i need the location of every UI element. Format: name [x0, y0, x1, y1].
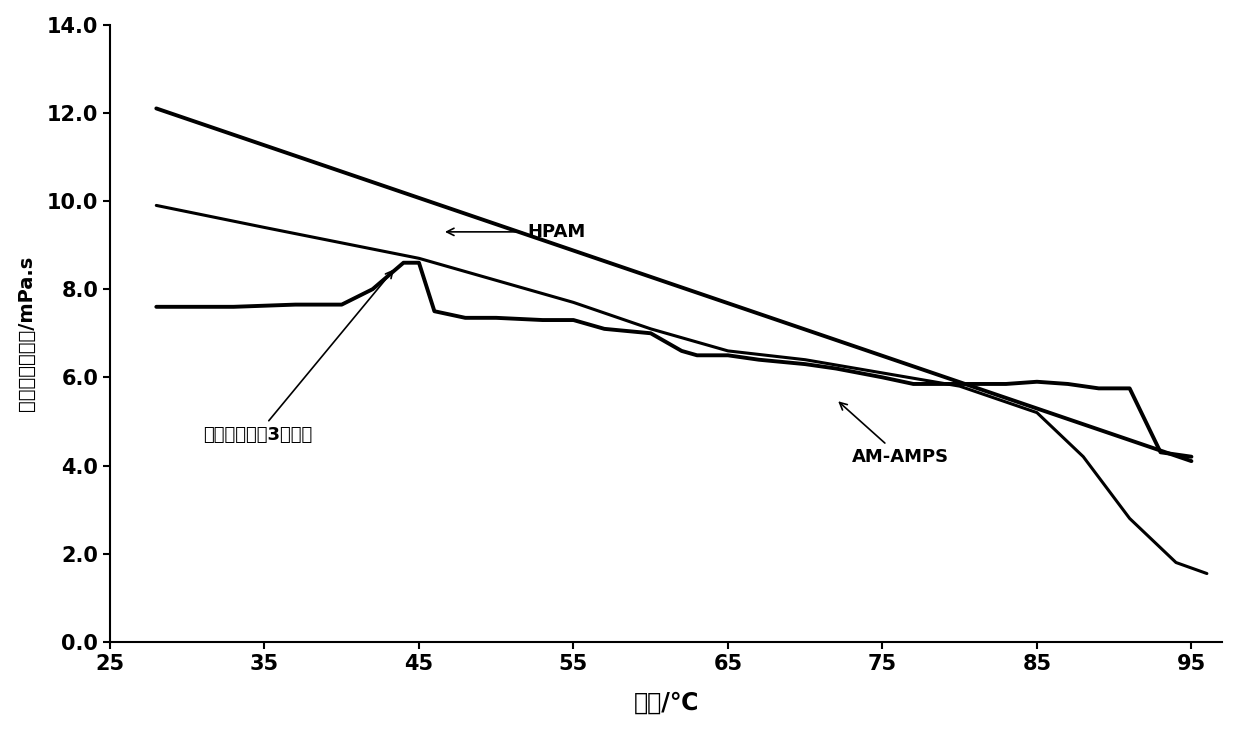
- X-axis label: 温度/℃: 温度/℃: [633, 690, 699, 714]
- Y-axis label: 聚合物溶液粘度/mPa.s: 聚合物溶液粘度/mPa.s: [16, 256, 36, 411]
- Text: HPAM: HPAM: [447, 223, 585, 241]
- Text: 本发明实施例3共聚物: 本发明实施例3共聚物: [203, 270, 393, 444]
- Text: AM-AMPS: AM-AMPS: [840, 403, 949, 466]
